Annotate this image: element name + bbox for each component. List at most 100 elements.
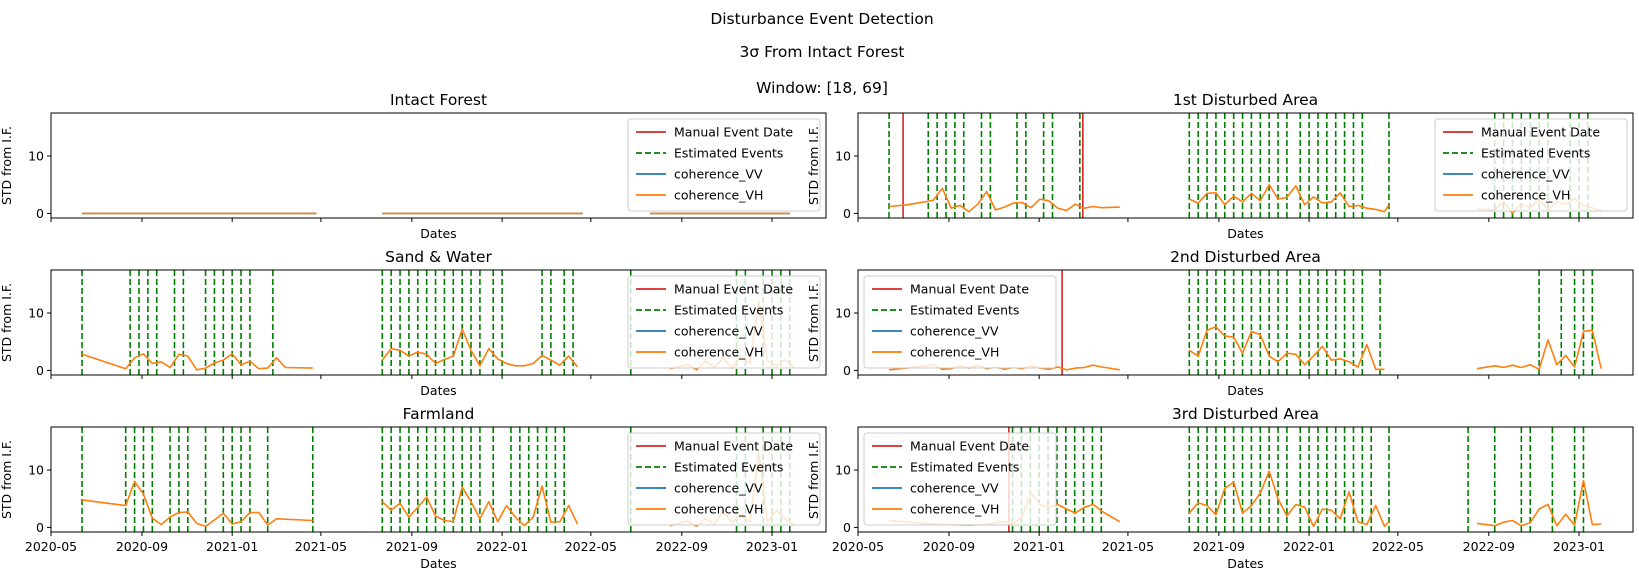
x-axis-label: Dates xyxy=(1227,226,1263,241)
y-axis-label: STD from I.F. xyxy=(806,283,821,362)
legend-entry: Manual Event Date xyxy=(674,282,793,297)
x-tick-label: 2023-01 xyxy=(1553,539,1605,554)
subplot-2: 1st Disturbed Area 0 10 STD from I.F. Dates M… xyxy=(806,91,1634,241)
x-tick-label: 2023-01 xyxy=(746,539,798,554)
series-line-coherence_VH xyxy=(381,485,579,527)
legend-entry: coherence_VH xyxy=(910,345,999,360)
y-tick-label: 0 xyxy=(843,206,851,221)
x-axis-label: Dates xyxy=(1227,556,1263,571)
axes-frame xyxy=(857,112,1634,219)
subplot-3: Sand & Water 0 10 STD from I.F. Dates Manual … xyxy=(0,248,827,398)
legend-entry: Manual Event Date xyxy=(674,125,793,140)
y-tick-label: 0 xyxy=(36,520,44,535)
subplot-title: 3rd Disturbed Area xyxy=(1172,405,1319,423)
series-line-coherence_VH xyxy=(81,480,313,528)
x-axis-label: Dates xyxy=(420,383,456,398)
subplot-5: Farmland 0 10 STD from I.F. 2020-05 2020-09 20… xyxy=(0,405,827,571)
x-tick-label: 2020-09 xyxy=(116,539,168,554)
y-tick-label: 0 xyxy=(843,520,851,535)
legend-entry: Estimated Events xyxy=(674,460,783,475)
legend-entry: coherence_VV xyxy=(674,324,763,339)
y-tick-label: 10 xyxy=(28,149,44,164)
y-tick-label: 10 xyxy=(28,463,44,478)
figure-subtitle: 3σ From Intact Forest xyxy=(739,43,904,61)
figure-title: Disturbance Event Detection xyxy=(710,10,933,28)
legend-entry: coherence_VV xyxy=(674,167,763,182)
x-axis-label: Dates xyxy=(420,226,456,241)
y-tick-label: 0 xyxy=(36,206,44,221)
legend-box xyxy=(627,118,821,212)
x-tick-label: 2022-05 xyxy=(1372,539,1424,554)
y-tick-label: 10 xyxy=(28,306,44,321)
x-axis-label: Dates xyxy=(420,556,456,571)
legend-box xyxy=(863,275,1057,369)
series-line-coherence_VH xyxy=(1476,329,1602,371)
series-line-coherence_VH xyxy=(1188,183,1390,213)
series-line-coherence_VH xyxy=(1188,325,1385,371)
axes-frame xyxy=(50,112,827,219)
legend-entry: Estimated Events xyxy=(910,460,1019,475)
x-tick-label: 2021-09 xyxy=(1193,539,1245,554)
axes-frame xyxy=(857,426,1634,533)
legend-entry: Estimated Events xyxy=(674,146,783,161)
legend-entry: coherence_VV xyxy=(1481,167,1570,182)
figure-window-label: Window: [18, 69] xyxy=(756,79,888,97)
legend-entry: Estimated Events xyxy=(1481,146,1590,161)
legend-entry: coherence_VH xyxy=(1481,188,1570,203)
y-tick-label: 0 xyxy=(843,363,851,378)
legend-entry: Manual Event Date xyxy=(910,439,1029,454)
legend-entry: Manual Event Date xyxy=(910,282,1029,297)
legend: Manual Event Date Estimated Events coheren… xyxy=(627,118,821,212)
subplot-title: 1st Disturbed Area xyxy=(1173,91,1318,109)
series-line-coherence_VH xyxy=(889,187,1120,213)
legend: Manual Event Date Estimated Events coheren… xyxy=(863,275,1057,369)
axes-frame xyxy=(50,269,827,376)
legend: Manual Event Date Estimated Events coheren… xyxy=(1434,118,1628,212)
legend-box xyxy=(627,275,821,369)
series-line-coherence_VH xyxy=(81,352,313,371)
legend-entry: coherence_VH xyxy=(674,188,763,203)
legend-entry: coherence_VH xyxy=(674,345,763,360)
y-axis-label: STD from I.F. xyxy=(0,283,14,362)
y-axis-label: STD from I.F. xyxy=(0,440,14,519)
subplot-4: 2nd Disturbed Area 0 10 STD from I.F. Dates M… xyxy=(806,248,1634,398)
legend-entry: Estimated Events xyxy=(674,303,783,318)
x-tick-label: 2021-05 xyxy=(1102,539,1154,554)
x-tick-label: 2020-09 xyxy=(923,539,975,554)
legend-box xyxy=(1434,118,1628,212)
y-axis-label: STD from I.F. xyxy=(806,440,821,519)
legend: Manual Event Date Estimated Events coheren… xyxy=(863,432,1057,526)
series-line-coherence_VH xyxy=(1188,470,1390,528)
x-tick-label: 2020-05 xyxy=(25,539,77,554)
y-axis-label: STD from I.F. xyxy=(0,126,14,205)
y-tick-label: 0 xyxy=(36,363,44,378)
legend: Manual Event Date Estimated Events coheren… xyxy=(627,275,821,369)
subplot-title: Farmland xyxy=(403,405,475,423)
x-tick-label: 2022-09 xyxy=(1463,539,1515,554)
axes-frame xyxy=(50,426,827,533)
subplot-title: 2nd Disturbed Area xyxy=(1170,248,1321,266)
x-tick-label: 2022-09 xyxy=(656,539,708,554)
legend-entry: Estimated Events xyxy=(910,303,1019,318)
legend: Manual Event Date Estimated Events coheren… xyxy=(627,432,821,526)
legend-entry: coherence_VH xyxy=(910,502,999,517)
legend-box xyxy=(863,432,1057,526)
x-tick-label: 2022-05 xyxy=(565,539,617,554)
legend-entry: coherence_VH xyxy=(674,502,763,517)
legend-entry: coherence_VV xyxy=(910,324,999,339)
x-tick-label: 2021-05 xyxy=(295,539,347,554)
axes-frame xyxy=(857,269,1634,376)
subplot-title: Intact Forest xyxy=(390,91,487,109)
x-axis-label: Dates xyxy=(1227,383,1263,398)
legend-entry: coherence_VV xyxy=(910,481,999,496)
series-line-coherence_VH xyxy=(1476,479,1602,527)
x-tick-label: 2021-01 xyxy=(1013,539,1065,554)
series-line-coherence_VH xyxy=(381,328,579,368)
x-tick-label: 2021-09 xyxy=(386,539,438,554)
subplot-title: Sand & Water xyxy=(385,248,492,266)
subplot-grid: Intact Forest 0 10 STD from I.F. Dates Manual… xyxy=(0,91,1634,571)
subplot-6: 3rd Disturbed Area 0 10 STD from I.F. 2020-0… xyxy=(806,405,1634,571)
subplot-1: Intact Forest 0 10 STD from I.F. Dates Manual… xyxy=(0,91,827,241)
